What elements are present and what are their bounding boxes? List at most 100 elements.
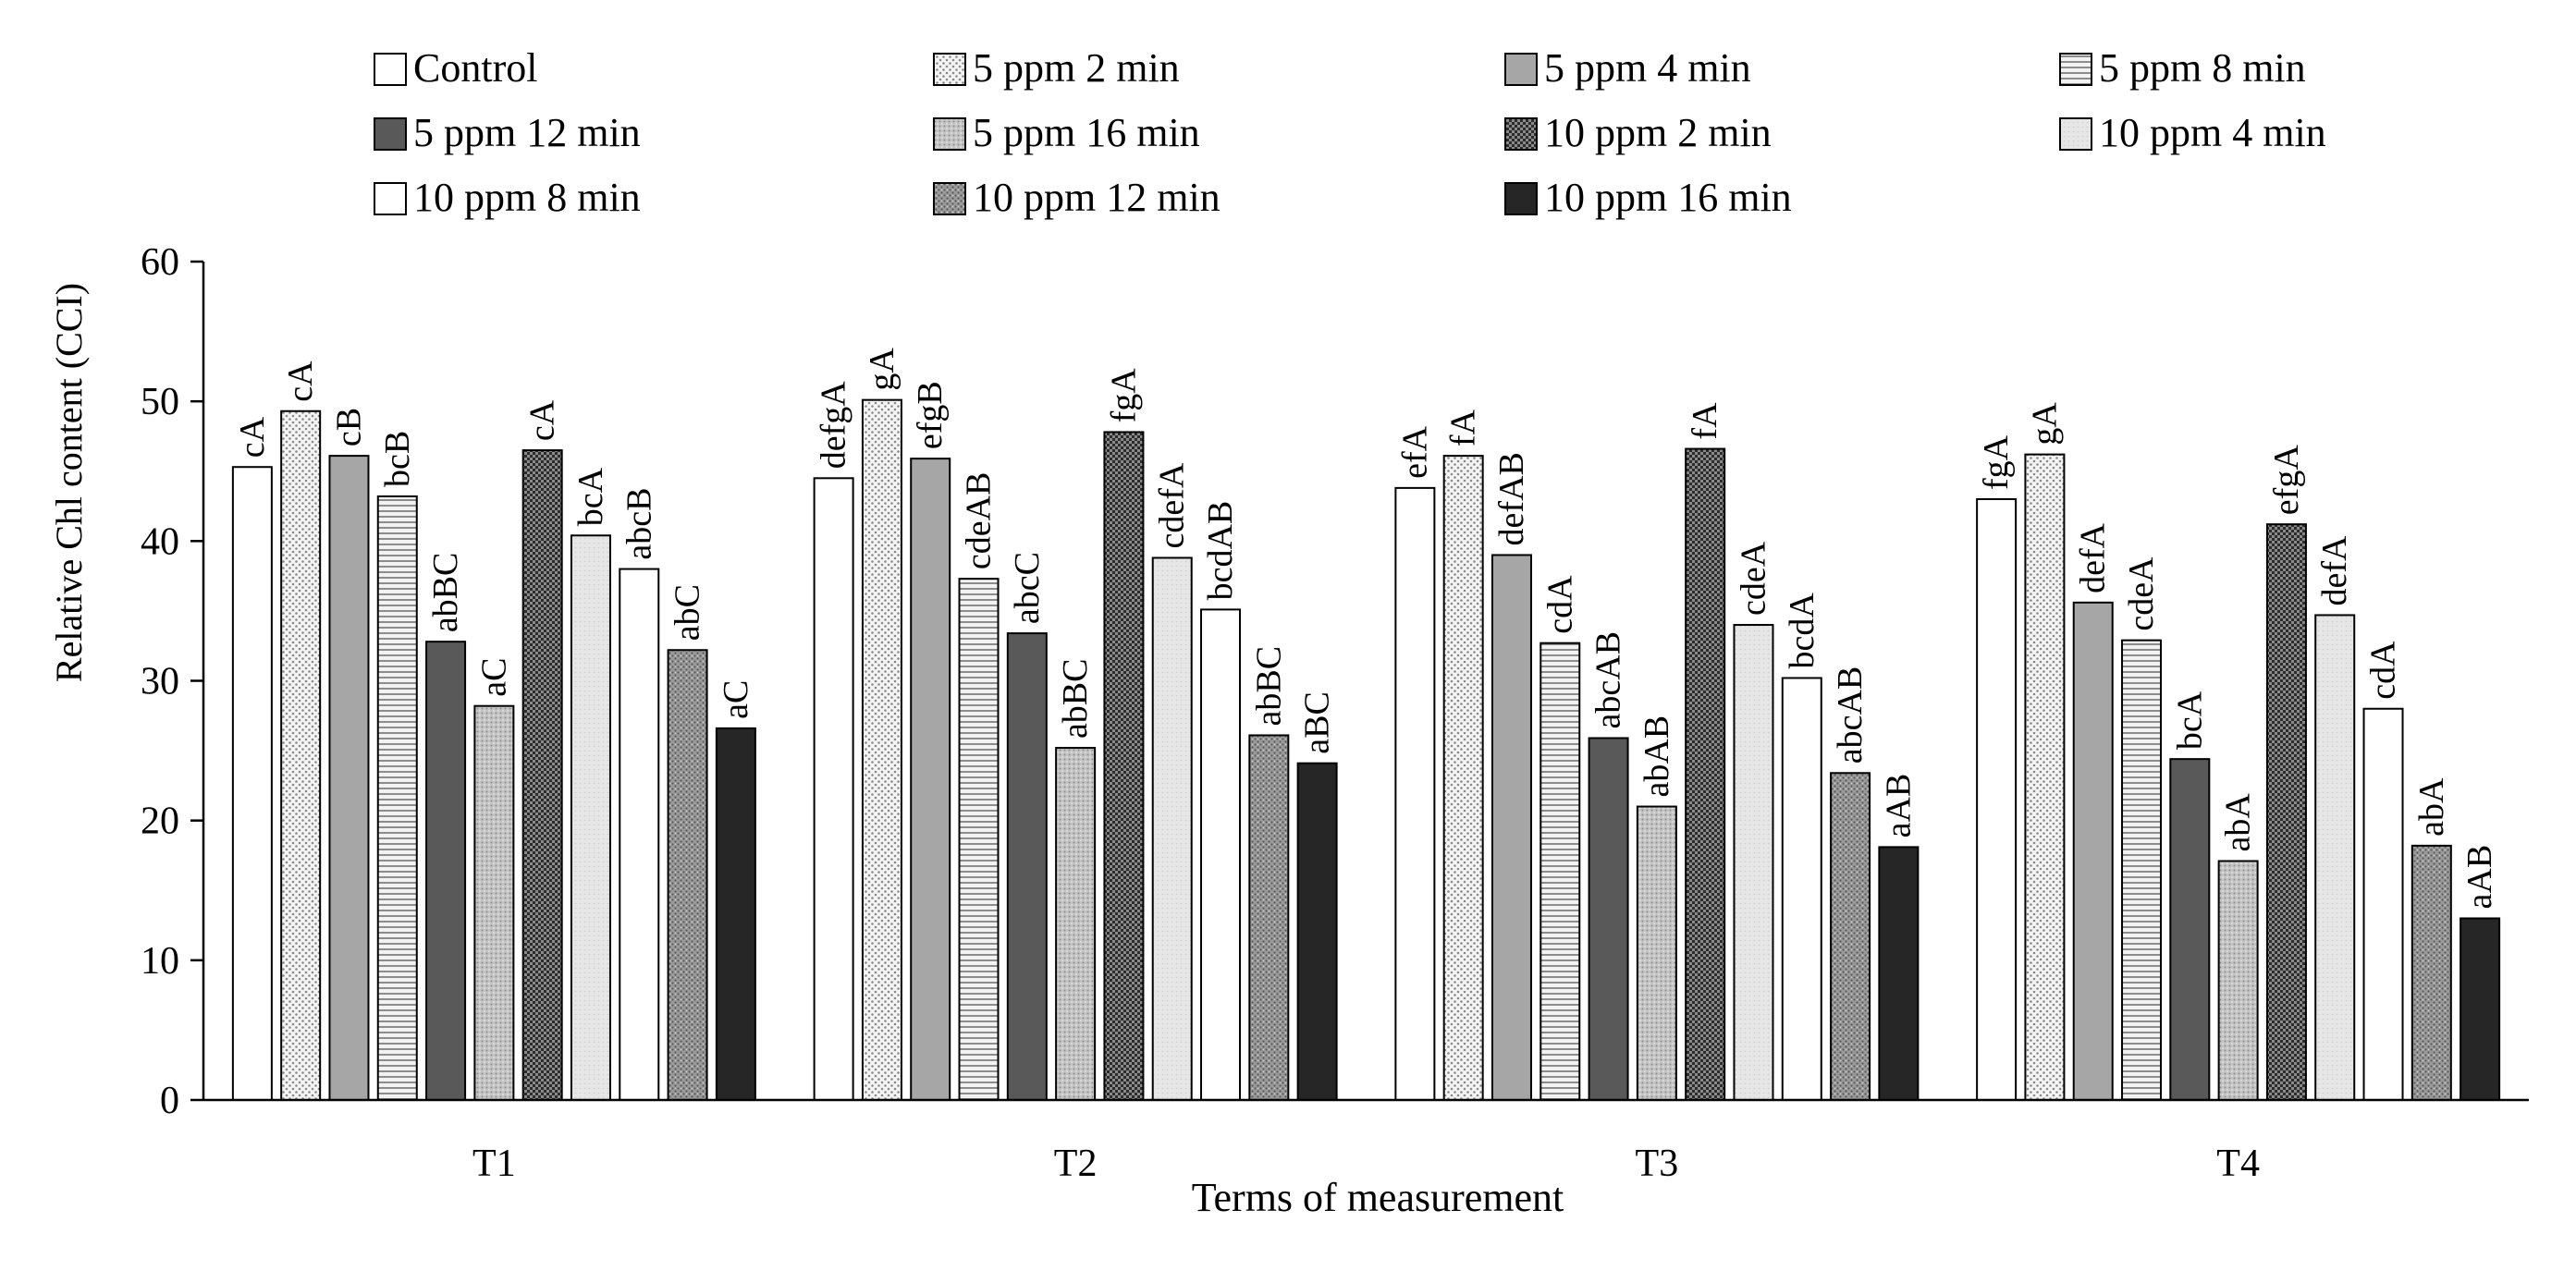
legend-item-5-ppm-2-min: 5 ppm 2 min: [933, 45, 1180, 91]
bar-label-t1-10-ppm-12-min: abC: [669, 584, 707, 641]
legend-label: 10 ppm 8 min: [413, 175, 641, 220]
bar-label-t1-5-ppm-12-min: abBC: [426, 553, 465, 633]
bar-t3-10-ppm-4-min: [1733, 624, 1774, 1101]
legend-item-control: Control: [374, 45, 537, 91]
legend-label: 5 ppm 2 min: [973, 45, 1180, 91]
legend-item-10-ppm-8-min: 10 ppm 8 min: [374, 175, 641, 220]
bar-t4-10-ppm-2-min: [2265, 523, 2307, 1101]
y-tick-label: 0: [160, 1080, 179, 1122]
x-axis-title: Terms of measurement: [1192, 1175, 1564, 1220]
legend-swatch: [374, 117, 407, 151]
bar-t1-5-ppm-8-min: [376, 495, 418, 1101]
bar-label-t3-10-ppm-2-min: fA: [1686, 402, 1724, 440]
bar-t2-10-ppm-16-min: [1296, 762, 1338, 1102]
bar-label-t3-5-ppm-16-min: abAB: [1638, 715, 1676, 798]
bar-t2-10-ppm-4-min: [1151, 556, 1193, 1101]
bar-label-t4-5-ppm-2-min: gA: [2025, 402, 2064, 446]
bar-t2-5-ppm-12-min: [1006, 632, 1048, 1101]
legend-item-10-ppm-4-min: 10 ppm 4 min: [2059, 110, 2326, 155]
bar-t4-10-ppm-4-min: [2314, 614, 2356, 1101]
bar-t4-10-ppm-16-min: [2459, 917, 2501, 1101]
legend-swatch: [1504, 53, 1538, 86]
bar-label-t1-10-ppm-2-min: cA: [523, 399, 562, 441]
bar-t3-5-ppm-12-min: [1588, 737, 1629, 1101]
bar-t2-10-ppm-2-min: [1103, 431, 1145, 1101]
bar-label-t3-5-ppm-2-min: fA: [1444, 409, 1483, 446]
x-tick-label-t4: T4: [2216, 1143, 2260, 1185]
bar-label-t3-control: efA: [1395, 425, 1434, 479]
bar-label-t3-10-ppm-12-min: abcAB: [1831, 666, 1870, 764]
legend-swatch: [374, 182, 407, 215]
legend-item-10-ppm-16-min: 10 ppm 16 min: [1504, 175, 1792, 220]
bar-label-t4-10-ppm-4-min: defA: [2315, 535, 2354, 606]
bar-label-t3-5-ppm-8-min: cdA: [1540, 575, 1579, 634]
bar-label-t4-5-ppm-12-min: bcA: [2170, 690, 2209, 750]
bar-t3-10-ppm-8-min: [1781, 677, 1822, 1102]
bar-t4-5-ppm-4-min: [2072, 601, 2114, 1101]
bar-t2-10-ppm-8-min: [1200, 608, 1242, 1101]
bar-label-t4-10-ppm-12-min: abA: [2412, 777, 2451, 837]
bar-t4-5-ppm-12-min: [2169, 758, 2211, 1101]
bar-label-t1-control: cA: [233, 416, 272, 458]
bar-label-t2-10-ppm-16-min: aBC: [1298, 691, 1337, 754]
legend-swatch: [933, 182, 966, 215]
legend-swatch: [2059, 53, 2092, 86]
legend-label: 5 ppm 16 min: [973, 110, 1200, 155]
bar-label-t1-5-ppm-8-min: bcB: [378, 431, 417, 487]
legend-label: 10 ppm 4 min: [2099, 110, 2326, 155]
y-tick-label: 30: [141, 661, 179, 703]
bar-t3-10-ppm-12-min: [1830, 772, 1871, 1102]
legend-label: 10 ppm 12 min: [973, 175, 1221, 220]
bar-t4-5-ppm-8-min: [2121, 639, 2163, 1102]
bar-t2-5-ppm-8-min: [958, 578, 1000, 1101]
y-axis: 0 10 20 30 40 50 60: [141, 241, 205, 1122]
legend-swatch: [933, 117, 966, 151]
bar-t3-10-ppm-16-min: [1878, 846, 1920, 1101]
legend-item-5-ppm-16-min: 5 ppm 16 min: [933, 110, 1200, 155]
y-tick-label: 20: [141, 800, 179, 843]
bar-label-t3-10-ppm-16-min: aAB: [1879, 774, 1918, 838]
bar-label-t4-5-ppm-16-min: abA: [2219, 793, 2258, 852]
bar-label-t4-5-ppm-8-min: cdeA: [2122, 556, 2161, 631]
legend-label: 5 ppm 12 min: [413, 110, 641, 155]
bar-t1-10-ppm-2-min: [521, 449, 563, 1101]
y-tick-label: 10: [141, 940, 179, 983]
bar-t2-control: [813, 477, 854, 1101]
y-tick-label: 50: [141, 381, 179, 423]
legend-label: 5 ppm 4 min: [1544, 45, 1751, 91]
bar-t1-10-ppm-4-min: [570, 534, 611, 1101]
legend-swatch: [1504, 182, 1538, 215]
legend-swatch: [2059, 117, 2092, 151]
legend-swatch: [933, 53, 966, 86]
bar-label-t2-5-ppm-16-min: abBC: [1056, 658, 1095, 739]
legend-label: 10 ppm 16 min: [1544, 175, 1792, 220]
bar-label-t3-10-ppm-8-min: bcdA: [1783, 593, 1822, 669]
bar-t2-5-ppm-16-min: [1055, 747, 1097, 1101]
bar-label-t2-control: defgA: [815, 381, 853, 470]
bar-t3-5-ppm-16-min: [1636, 805, 1677, 1101]
bar-label-t4-5-ppm-4-min: defA: [2074, 522, 2113, 593]
bar-t3-5-ppm-2-min: [1442, 455, 1484, 1102]
bar-label-t1-10-ppm-8-min: abcB: [619, 487, 658, 559]
bar-t3-control: [1394, 486, 1436, 1101]
bar-label-t4-10-ppm-8-min: cdA: [2364, 641, 2403, 700]
y-tick-label: 60: [141, 241, 179, 284]
legend-label: 10 ppm 2 min: [1544, 110, 1772, 155]
y-tick-label: 40: [141, 520, 179, 563]
bar-label-t2-5-ppm-8-min: cdeAB: [960, 472, 999, 570]
bar-label-t2-5-ppm-12-min: abcC: [1008, 552, 1047, 624]
bar-label-t1-5-ppm-4-min: cB: [329, 408, 368, 446]
y-axis-title: Relative Chl content (CCI): [48, 283, 90, 682]
x-tick-label-t3: T3: [1636, 1143, 1679, 1185]
bar-label-t3-5-ppm-4-min: defAB: [1492, 452, 1531, 545]
legend-label: Control: [413, 45, 537, 91]
bar-label-t1-10-ppm-4-min: bcA: [571, 467, 610, 526]
bar-t4-10-ppm-12-min: [2410, 844, 2452, 1101]
legend-item-10-ppm-2-min: 10 ppm 2 min: [1504, 110, 1772, 155]
bar-t3-5-ppm-8-min: [1539, 642, 1581, 1101]
bar-t3-10-ppm-2-min: [1685, 447, 1726, 1101]
bar-label-t1-5-ppm-2-min: cA: [281, 361, 320, 402]
bar-label-t4-10-ppm-2-min: efgA: [2267, 445, 2306, 516]
bar-t1-control: [231, 466, 273, 1101]
